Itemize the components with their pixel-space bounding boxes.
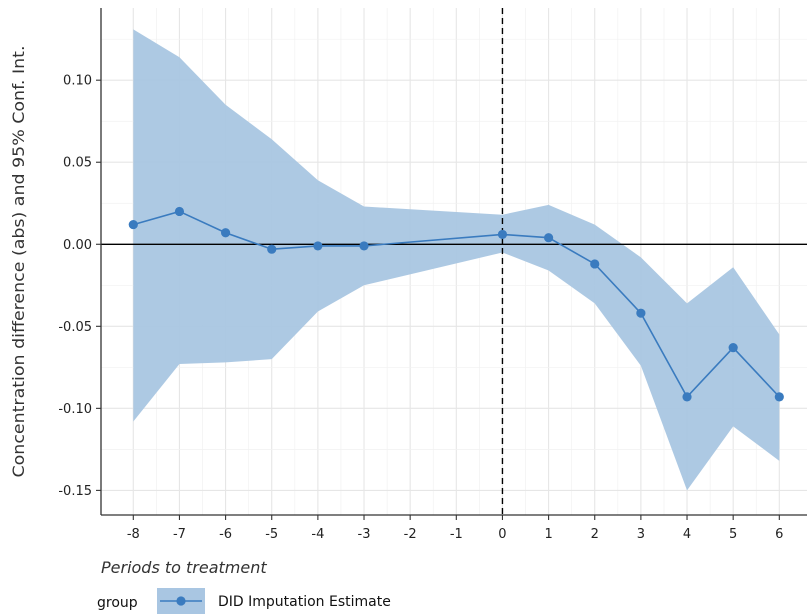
data-point-4 [682, 392, 692, 402]
data-point--6 [220, 228, 231, 238]
data-point-6 [774, 392, 784, 402]
confidence-band [133, 29, 780, 491]
data-point--4 [313, 241, 323, 251]
data-point-0 [497, 229, 508, 240]
legend-entry-label: DID Imputation Estimate [218, 594, 391, 610]
data-point--5 [267, 244, 277, 254]
data-point--3 [359, 241, 369, 251]
y-ticks: 0.10 0.05 0.00 -0.05 -0.10 -0.15 [58, 74, 101, 499]
y-tick-label-5: -0.15 [58, 484, 92, 499]
y-tick-label-0: 0.10 [63, 74, 92, 89]
x-tick-label-4: -4 [311, 527, 324, 542]
x-tick-label-5: -3 [358, 527, 371, 542]
y-tick-label-1: 0.05 [63, 156, 92, 171]
data-point--8 [128, 219, 138, 230]
y-tick-label-2: 0.00 [63, 238, 92, 253]
legend-title: group [97, 595, 138, 611]
x-tick-label-3: -5 [265, 527, 278, 542]
x-tick-label-0: -8 [127, 527, 140, 542]
x-tick-label-13: 5 [729, 527, 737, 542]
data-point--7 [174, 206, 185, 217]
x-ticks: -8 -7 -6 -5 -4 -3 -2 -1 0 1 2 3 4 5 6 [127, 515, 783, 542]
y-tick-label-3: -0.05 [58, 320, 92, 335]
legend-key-dot [176, 596, 186, 606]
x-tick-label-6: -2 [404, 527, 417, 542]
x-tick-label-1: -7 [173, 527, 186, 542]
data-point-5 [728, 343, 738, 353]
legend: group DID Imputation Estimate [97, 588, 391, 614]
y-axis-title: Concentration difference (abs) and 95% C… [9, 46, 28, 478]
x-tick-label-12: 4 [683, 527, 691, 542]
x-axis-title: Periods to treatment [101, 558, 267, 577]
x-tick-label-2: -6 [219, 527, 232, 542]
data-point-2 [590, 259, 600, 269]
x-tick-label-10: 2 [591, 527, 599, 542]
data-point-1 [543, 233, 554, 243]
x-tick-label-14: 6 [775, 527, 783, 542]
y-tick-label-4: -0.10 [58, 402, 92, 417]
x-tick-label-9: 1 [544, 527, 552, 542]
x-tick-label-8: 0 [498, 527, 506, 542]
x-tick-label-11: 3 [637, 527, 645, 542]
x-tick-label-7: -1 [450, 527, 463, 542]
data-points [128, 206, 784, 402]
data-point-3 [636, 308, 646, 318]
